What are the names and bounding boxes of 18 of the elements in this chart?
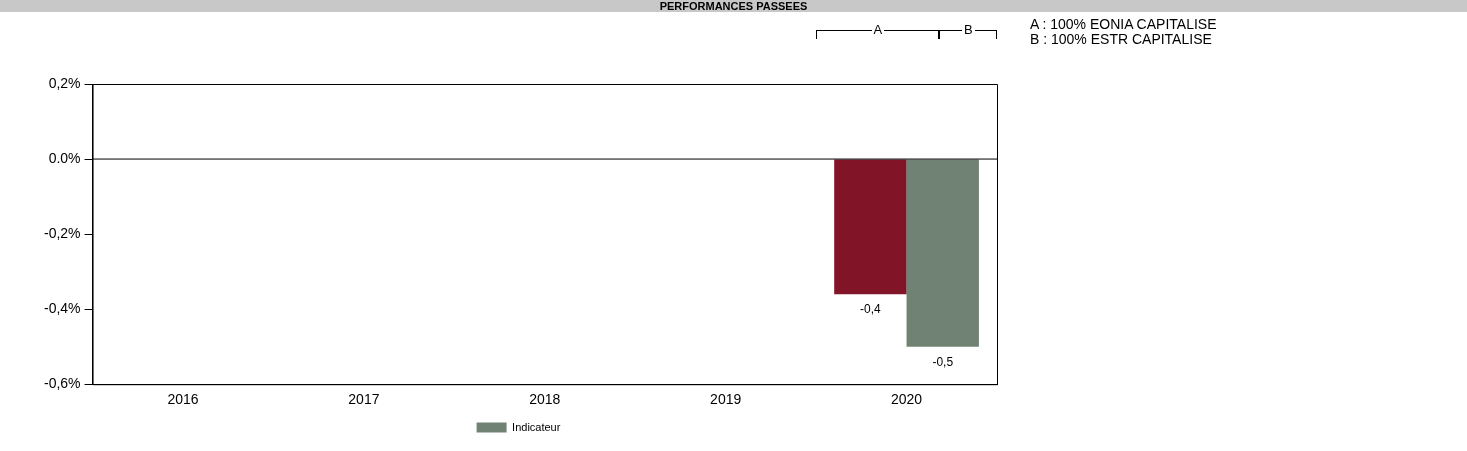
chart-title: PERFORMANCES PASSEES (0, 0, 1467, 12)
text: A : 100% EONIA CAPITALISE (1030, 16, 1217, 32)
y-tick-label: 0.0% (48, 149, 81, 166)
text: A (871, 22, 885, 37)
y-tick-label: 0,2% (48, 74, 81, 91)
text: B (962, 22, 975, 37)
x-tick-label: 2018 (529, 391, 561, 408)
y-tick-label: -0,6% (43, 375, 81, 392)
x-tick-label: 2016 (167, 391, 199, 408)
data-label: -0,4 (860, 302, 882, 317)
x-tick-label: 2017 (348, 391, 380, 408)
legend-label: Indicateur (512, 420, 561, 433)
x-tick-label: 2020 (890, 391, 923, 408)
y-tick-label: -0,2% (43, 224, 81, 241)
x-tick-label: 2019 (710, 391, 742, 408)
y-tick-label: -0,4% (43, 300, 81, 317)
data-label: -0,5 (932, 354, 954, 369)
text: B : 100% ESTR CAPITALISE (1030, 31, 1212, 47)
